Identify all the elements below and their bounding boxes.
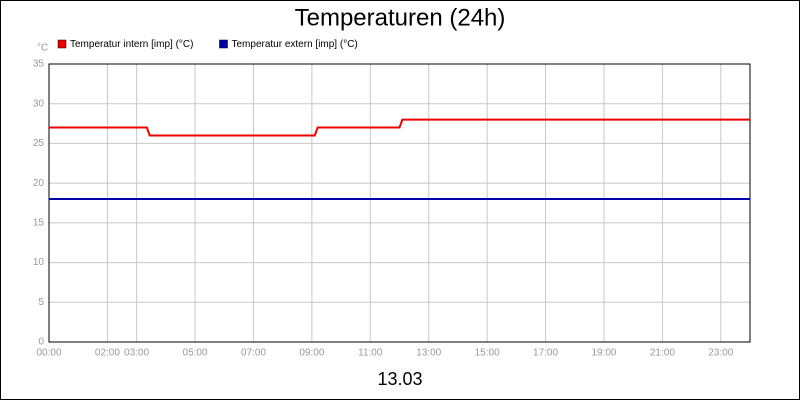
x-tick-label: 03:00 <box>124 348 149 359</box>
data-line <box>49 118 750 137</box>
legend-swatch <box>57 39 67 49</box>
y-tick-label: 5 <box>38 297 44 308</box>
x-label: 13.03 <box>377 369 422 389</box>
plot-border <box>48 63 751 343</box>
y-tick-label: 10 <box>33 257 45 268</box>
y-tick-label: 35 <box>33 59 45 70</box>
x-tick-label: 09:00 <box>299 348 324 359</box>
chart-title: Temperaturen (24h) <box>295 4 506 31</box>
x-tick-label: 21:00 <box>650 348 675 359</box>
x-tick-label: 19:00 <box>591 348 616 359</box>
legend-label: Temperatur extern [imp] (°C) <box>231 39 357 50</box>
x-tick-label: 23:00 <box>708 348 733 359</box>
y-tick-label: 0 <box>38 337 44 348</box>
y-unit: °C <box>37 43 48 54</box>
y-tick-label: 25 <box>33 138 45 149</box>
x-tick-label: 05:00 <box>183 348 208 359</box>
x-tick-label: 17:00 <box>533 348 558 359</box>
x-tick-label: 11:00 <box>358 348 383 359</box>
x-tick-label: 07:00 <box>241 348 266 359</box>
y-tick-label: 15 <box>33 217 45 228</box>
legend-swatch <box>219 39 228 49</box>
legend-label: Temperatur intern [imp] (°C) <box>70 39 193 50</box>
x-tick-label: 02:00 <box>95 348 120 359</box>
y-tick-label: 30 <box>33 98 45 109</box>
x-tick-label: 00:00 <box>36 348 61 359</box>
x-tick-label: 15:00 <box>475 348 500 359</box>
y-tick-label: 20 <box>33 178 45 189</box>
x-tick-label: 13:00 <box>416 348 441 359</box>
